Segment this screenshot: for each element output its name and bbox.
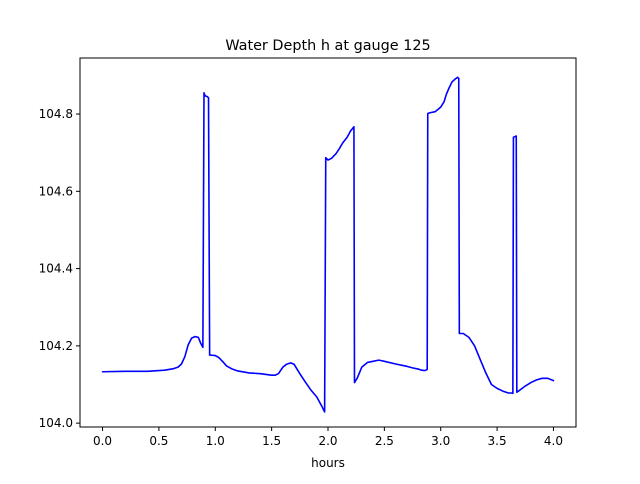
y-tick-label: 104.8 [39, 107, 73, 121]
y-tick-label: 104.4 [39, 262, 73, 276]
y-tick-label: 104.2 [39, 339, 73, 353]
x-tick-label: 0.0 [93, 434, 112, 448]
x-tick-label: 0.5 [149, 434, 168, 448]
chart-title: Water Depth h at gauge 125 [225, 38, 430, 54]
series-line-0 [101, 76, 555, 413]
x-tick-label: 2.5 [375, 434, 394, 448]
x-tick-label: 1.5 [262, 434, 281, 448]
y-tick-label: 104.0 [39, 416, 73, 430]
x-tick-label: 2.0 [318, 434, 337, 448]
x-tick-label: 3.5 [488, 434, 507, 448]
x-tick-label: 1.0 [206, 434, 225, 448]
x-tick-label: 3.0 [431, 434, 450, 448]
plot-area-frame [79, 57, 577, 428]
x-tick-label: 4.0 [544, 434, 563, 448]
x-axis-label: hours [311, 456, 345, 470]
y-tick-label: 104.6 [39, 184, 73, 198]
